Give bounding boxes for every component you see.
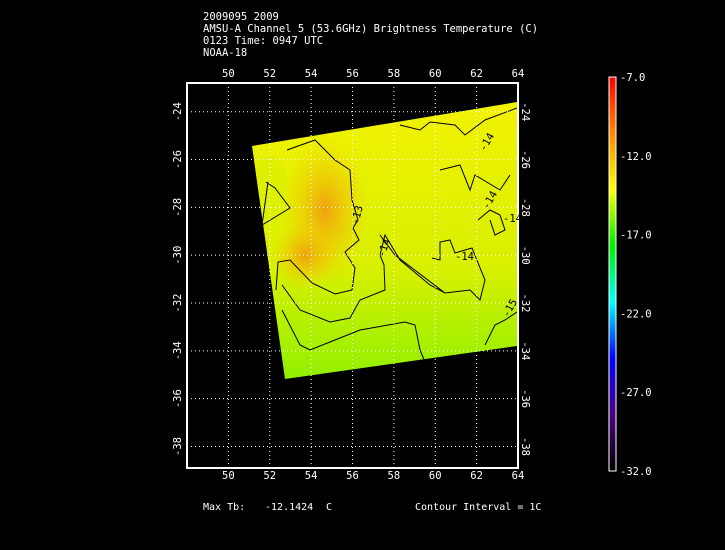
title-date: 2009095 2009 (203, 11, 279, 23)
y-tick-label-left: -32 (172, 294, 184, 313)
y-tick-label-left: -28 (172, 198, 184, 217)
colorbar-scale (608, 76, 617, 472)
x-tick-label-top: 50 (222, 68, 235, 80)
x-tick-label-top: 54 (305, 68, 318, 80)
x-tick-label-top: 58 (388, 68, 401, 80)
x-tick-label-top: 64 (512, 68, 525, 80)
colorbar: -7.0 -12.0 -17.0 -22.0 -27.0 -32.0 (608, 72, 652, 478)
x-tick-label-top: 60 (429, 68, 442, 80)
colorbar-tick-label: -27.0 (620, 387, 652, 399)
max-tb-unit: C (326, 502, 333, 513)
y-tick-label-right: -26 (519, 150, 531, 169)
y-tick-label-left: -36 (172, 389, 184, 408)
x-tick-label-top: 62 (470, 68, 483, 80)
y-tick-label-left: -26 (172, 150, 184, 169)
contour-label: -13 (349, 204, 366, 225)
y-tick-label-right: -36 (519, 389, 531, 408)
title-main: AMSU-A Channel 5 (53.6GHz) Brightness Te… (203, 23, 539, 35)
y-tick-label-right: -32 (519, 294, 531, 313)
plot-frame (186, 82, 519, 469)
contour-label: -14 (455, 251, 474, 263)
colorbar-tick-label: -22.0 (620, 308, 652, 320)
x-tick-label-bottom: 60 (429, 470, 442, 482)
y-tick-label-right: -34 (519, 341, 531, 360)
max-tb-label: Max Tb: (203, 502, 246, 513)
y-tick-label-left: -24 (172, 102, 184, 121)
y-tick-label-left: -34 (172, 341, 184, 360)
x-tick-label-bottom: 62 (470, 470, 483, 482)
contour-interval: Contour Interval = 1C (415, 502, 542, 513)
x-tick-label-bottom: 50 (222, 470, 235, 482)
y-tick-label-right: -38 (519, 437, 531, 456)
title-satellite: NOAA-18 (203, 47, 248, 59)
x-tick-label-top: 52 (263, 68, 276, 80)
x-tick-label-bottom: 58 (388, 470, 401, 482)
x-tick-label-bottom: 52 (263, 470, 276, 482)
y-tick-label-left: -38 (172, 437, 184, 456)
contour-label: -14 (503, 213, 522, 225)
max-tb-value: -12.1424 (265, 502, 314, 513)
y-tick-label-right: -30 (519, 246, 531, 265)
x-tick-label-top: 56 (346, 68, 359, 80)
x-tick-label-bottom: 56 (346, 470, 359, 482)
y-tick-label-right: -28 (519, 198, 531, 217)
colorbar-tick-label: -12.0 (620, 151, 652, 163)
colorbar-tick-label: -32.0 (620, 466, 652, 478)
colorbar-tick-label: -7.0 (620, 72, 645, 84)
y-tick-label-right: -24 (519, 102, 531, 121)
title-time: 0123 Time: 0947 UTC (203, 35, 324, 47)
x-tick-label-bottom: 64 (512, 470, 525, 482)
brightness-swath (252, 102, 517, 379)
colorbar-tick-label: -17.0 (620, 230, 652, 242)
x-tick-label-bottom: 54 (305, 470, 318, 482)
y-tick-label-left: -30 (172, 246, 184, 265)
